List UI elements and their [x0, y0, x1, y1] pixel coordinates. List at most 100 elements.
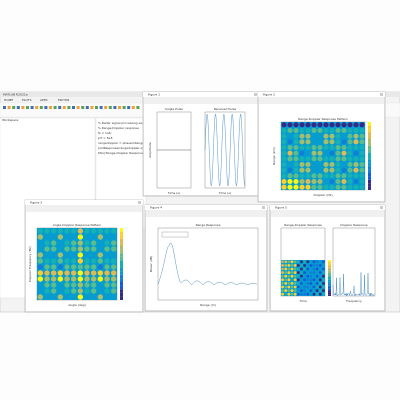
legend [162, 232, 188, 237]
toolbar-button[interactable] [90, 106, 93, 109]
heatmap-cell [294, 293, 297, 296]
toolbar-button[interactable] [35, 106, 38, 109]
heatmap-cell [305, 179, 310, 184]
plot-title: Doppler Response [340, 223, 367, 227]
heatmap-cell [291, 271, 294, 274]
heatmap-cell [311, 139, 316, 144]
toolbar-button[interactable] [72, 106, 75, 109]
heatmap-cell [91, 270, 96, 275]
toolbar-button[interactable] [127, 106, 130, 109]
window-close[interactable] [262, 206, 265, 209]
toolbar-button[interactable] [54, 106, 57, 109]
heatmap-cell [281, 151, 286, 156]
heatmap-cell [84, 228, 89, 233]
heatmap-cell [353, 173, 358, 178]
toolbar-button[interactable] [77, 106, 80, 109]
toolbar-button[interactable] [3, 106, 6, 109]
heatmap-cell [322, 264, 325, 267]
toolbar-button[interactable] [86, 106, 89, 109]
ribbon-tab[interactable]: HOME [4, 98, 13, 102]
heatmap-cell [64, 282, 69, 287]
heatmap-cell [303, 293, 306, 296]
heatmap-cell [287, 145, 292, 150]
toolbar-button[interactable] [123, 106, 126, 109]
heatmap-cell [294, 289, 297, 292]
window-close[interactable] [380, 93, 383, 96]
heatmap-cell [313, 282, 316, 285]
toolbar-button[interactable] [63, 106, 66, 109]
heatmap-cell [291, 289, 294, 292]
heatmap-cell [353, 151, 358, 156]
heatmap-cell [78, 282, 83, 287]
toolbar-button[interactable] [49, 106, 52, 109]
heatmap-cell [71, 270, 76, 275]
heatmap-cell [51, 246, 56, 251]
heatmap-cell [299, 145, 304, 150]
heatmap-cell [71, 234, 76, 239]
toolbar-button[interactable] [81, 106, 84, 109]
colorbar-step [120, 264, 123, 268]
heatmap-cell [281, 145, 286, 150]
heatmap-cell [104, 252, 109, 257]
heatmap-cell [335, 162, 340, 167]
heatmap-cell [300, 293, 303, 296]
heatmap-cell [51, 282, 56, 287]
heatmap-cell [309, 268, 312, 271]
toolbar-button[interactable] [100, 106, 103, 109]
toolbar-button[interactable] [17, 106, 20, 109]
window-close[interactable] [380, 206, 383, 209]
heatmap-cell [306, 268, 309, 271]
heatmap-cell [329, 156, 334, 161]
heatmap-cell [347, 122, 352, 127]
heatmap-cell [341, 151, 346, 156]
toolbar-button[interactable] [8, 106, 11, 109]
app-title: MATLAB R2021a [3, 93, 28, 97]
heatmap-cell [303, 271, 306, 274]
ribbon-tab[interactable]: EDITOR [58, 98, 69, 102]
heatmap-cell [317, 168, 322, 173]
heatmap-cell [51, 264, 56, 269]
toolbar-button[interactable] [58, 106, 61, 109]
toolbar-button[interactable] [95, 106, 98, 109]
toolbar-button[interactable] [21, 106, 24, 109]
toolbar-button[interactable] [12, 106, 15, 109]
window-close[interactable] [254, 93, 257, 96]
heatmap-cell [284, 282, 287, 285]
heatmap-cell [347, 134, 352, 139]
toolbar-button[interactable] [44, 106, 47, 109]
heatmap-cell [299, 134, 304, 139]
heatmap-cell [71, 282, 76, 287]
heatmap-cell [335, 168, 340, 173]
heatmap-cell [323, 145, 328, 150]
heatmap-cell [64, 240, 69, 245]
toolbar-button[interactable] [67, 106, 70, 109]
y-label: Amplitude [148, 142, 152, 158]
toolbar-button[interactable] [113, 106, 116, 109]
y-label: Doppler Frequency (Hz) [28, 246, 32, 281]
toolbar-button[interactable] [109, 106, 112, 109]
heatmap-cell [329, 134, 334, 139]
toolbar-button[interactable] [104, 106, 107, 109]
toolbar-button[interactable] [26, 106, 29, 109]
toolbar-button[interactable] [40, 106, 43, 109]
toolbar-button[interactable] [118, 106, 121, 109]
heatmap-cell [303, 275, 306, 278]
heatmap-cell [58, 252, 63, 257]
toolbar-button[interactable] [31, 106, 34, 109]
heatmap-cell [293, 168, 298, 173]
toolbar-button[interactable] [136, 106, 139, 109]
ribbon-tab[interactable]: PLOTS [22, 98, 32, 102]
window-close[interactable] [138, 201, 141, 204]
colorbar-step [328, 294, 331, 296]
heatmap-cell [287, 151, 292, 156]
heatmap-cell [319, 264, 322, 267]
heatmap-cell [311, 128, 316, 133]
ribbon-tab[interactable]: APPS [40, 98, 48, 102]
toolbar-button[interactable] [132, 106, 135, 109]
colorbar-step [328, 260, 331, 262]
colorbar-step [368, 173, 371, 176]
heatmap-cell [293, 173, 298, 178]
heatmap-cell [78, 234, 83, 239]
heatmap-cell [306, 278, 309, 281]
heatmap-cell [322, 278, 325, 281]
